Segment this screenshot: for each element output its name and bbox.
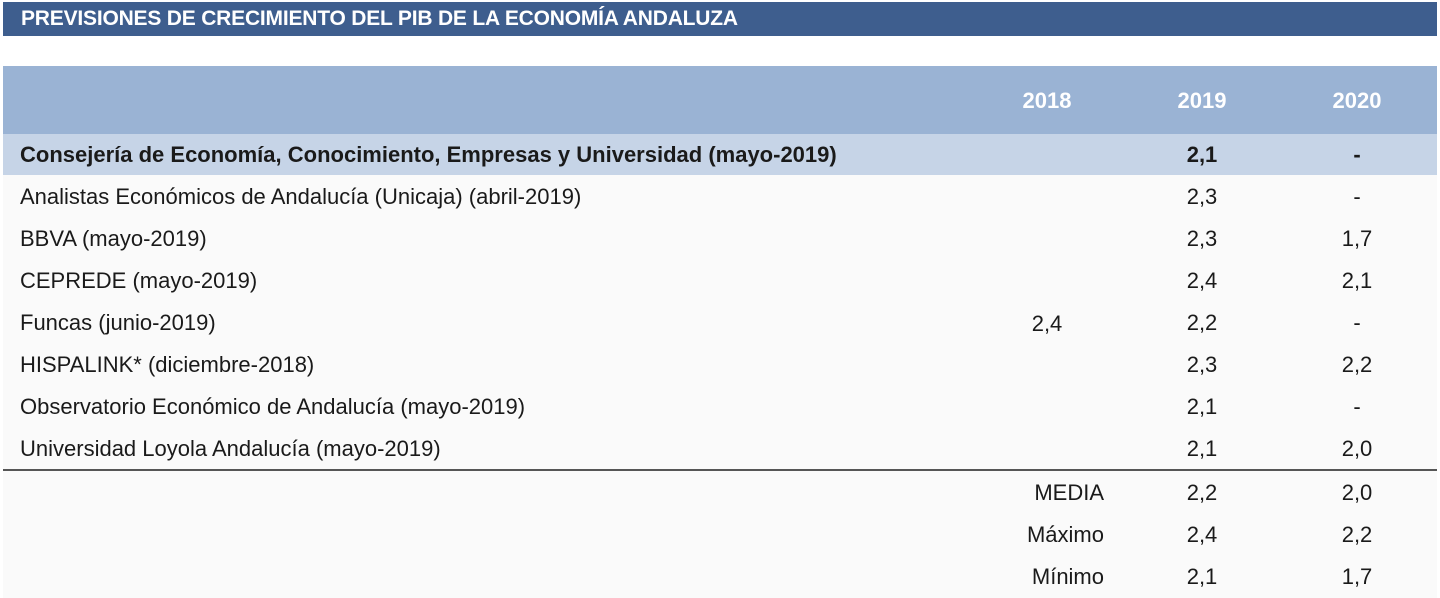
table-row-consejeria: Consejería de Economía, Conocimiento, Em…	[3, 134, 1437, 175]
stats-row-media: MEDIA 2,2 2,0	[3, 472, 1437, 514]
cell-2019: 2,2	[1186, 480, 1218, 505]
cell-2020: -	[1353, 310, 1361, 335]
stat-label: Máximo	[1026, 522, 1104, 547]
table-row: BBVA (mayo-2019) 2,3 1,7	[3, 218, 1437, 260]
table-row: HISPALINK* (diciembre-2018) 2,3 2,2	[3, 344, 1437, 386]
table-header: 2018 2019 2020	[3, 66, 1437, 134]
cell-2020: -	[1353, 142, 1361, 167]
cell-2020: -	[1353, 394, 1361, 419]
cell-2020: -	[1353, 184, 1361, 209]
table-row: Observatorio Económico de Andalucía (may…	[3, 386, 1437, 428]
row-label: HISPALINK* (diciembre-2018)	[20, 352, 315, 377]
stat-label: MEDIA	[1034, 480, 1104, 505]
column-header-2018: 2018	[1022, 88, 1072, 113]
cell-2019: 2,3	[1186, 352, 1218, 377]
column-header-2019: 2019	[1177, 88, 1227, 113]
cell-2020: 2,2	[1341, 352, 1373, 377]
column-header-2020: 2020	[1332, 88, 1382, 113]
cell-2019: 2,1	[1186, 394, 1218, 419]
cell-2019: 2,1	[1186, 142, 1218, 167]
stats-row-minimo: Mínimo 2,1 1,7	[3, 556, 1437, 598]
row-label: Funcas (junio-2019)	[20, 310, 216, 335]
cell-2020: 2,0	[1341, 480, 1373, 505]
cell-2020: 1,7	[1341, 564, 1373, 589]
table-title: PREVISIONES DE CRECIMIENTO DEL PIB DE LA…	[3, 2, 1437, 36]
table-row: Analistas Económicos de Andalucía (Unica…	[3, 176, 1437, 218]
row-label: CEPREDE (mayo-2019)	[20, 268, 258, 293]
cell-2019: 2,3	[1186, 226, 1218, 251]
row-label: BBVA (mayo-2019)	[20, 226, 207, 251]
cell-2020: 1,7	[1341, 226, 1373, 251]
forecast-table: 2018 2019 2020 Consejería de Economía, C…	[3, 66, 1437, 598]
cell-2020: 2,1	[1341, 268, 1373, 293]
cell-2020: 2,2	[1341, 522, 1373, 547]
table-row: CEPREDE (mayo-2019) 2,4 2,1	[3, 260, 1437, 302]
row-label: Consejería de Economía, Conocimiento, Em…	[20, 142, 837, 167]
cell-2019: 2,4	[1186, 268, 1218, 293]
cell-2020: 2,0	[1341, 436, 1373, 461]
table-row: Universidad Loyola Andalucía (mayo-2019)…	[3, 428, 1437, 470]
cell-2019: 2,1	[1186, 564, 1218, 589]
table-row: Funcas (junio-2019) 2,2 -	[3, 302, 1437, 344]
cell-2018-merged: 2,4	[1031, 311, 1063, 336]
table-divider	[3, 469, 1437, 471]
cell-2019: 2,1	[1186, 436, 1218, 461]
cell-2019: 2,3	[1186, 184, 1218, 209]
row-label: Observatorio Económico de Andalucía (may…	[20, 394, 526, 419]
cell-2019: 2,2	[1186, 310, 1218, 335]
stat-label: Mínimo	[1031, 564, 1104, 589]
row-label: Universidad Loyola Andalucía (mayo-2019)	[20, 436, 441, 461]
stats-row-maximo: Máximo 2,4 2,2	[3, 514, 1437, 556]
cell-2019: 2,4	[1186, 522, 1218, 547]
row-label: Analistas Económicos de Andalucía (Unica…	[20, 184, 582, 209]
